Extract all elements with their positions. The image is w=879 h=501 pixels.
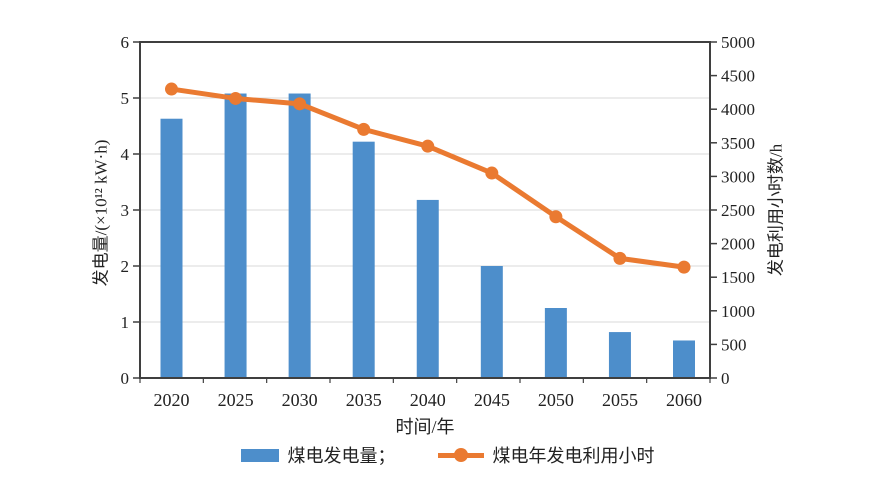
bar-2045: [480, 266, 503, 378]
right-axis-tick-label: 1500: [721, 268, 755, 287]
x-axis-tick-label: 2030: [282, 390, 318, 410]
bar-2050: [544, 308, 567, 378]
x-axis-title: 时间/年: [395, 417, 455, 437]
bar-2030: [288, 93, 311, 379]
right-axis-tick-label: 3500: [721, 134, 755, 153]
legend-line-marker-icon: [453, 448, 468, 462]
legend: 煤电发电量； 煤电年发电利用小时: [0, 442, 879, 468]
marker-2040: [421, 139, 435, 153]
bar-2060: [673, 340, 695, 378]
legend-line-label: 煤电年发电利用小时: [492, 446, 655, 466]
left-axis-tick-label: 6: [121, 33, 130, 52]
left-axis-tick-label: 3: [121, 201, 130, 220]
bar-2055: [608, 332, 631, 378]
x-axis-tick-label: 2035: [346, 390, 382, 410]
right-axis-tick-label: 2000: [721, 235, 755, 254]
bar-2035: [352, 141, 375, 378]
legend-bar-label: 煤电发电量；: [287, 446, 396, 466]
bar-2025: [224, 93, 247, 379]
right-axis-tick-label: 2500: [721, 201, 755, 220]
legend-line-swatch-icon: [437, 448, 484, 462]
marker-2050: [549, 210, 563, 224]
right-axis-tick-label: 0: [721, 369, 730, 388]
left-axis-title: 发电量/(×10¹² kW·h): [91, 139, 111, 287]
right-axis-tick-label: 3000: [721, 167, 755, 186]
right-axis-tick-label: 5000: [721, 33, 755, 52]
marker-2035: [357, 122, 371, 136]
right-axis-tick-label: 1000: [721, 302, 755, 321]
marker-2045: [485, 166, 499, 180]
x-axis-tick-label: 2025: [218, 390, 254, 410]
marker-2055: [613, 251, 627, 265]
left-axis-tick-label: 0: [121, 369, 130, 388]
x-axis-tick-label: 2050: [538, 390, 574, 410]
bar-2040: [416, 199, 439, 378]
left-axis-tick-label: 2: [121, 257, 130, 276]
x-axis-tick-label: 2040: [410, 390, 446, 410]
marker-2060: [677, 260, 691, 274]
x-axis-tick-label: 2045: [474, 390, 510, 410]
x-axis-tick-label: 2020: [154, 390, 190, 410]
marker-2020: [165, 82, 178, 96]
left-axis-tick-label: 4: [121, 145, 130, 164]
legend-item-line: 煤电年发电利用小时: [437, 442, 655, 468]
x-axis-tick-label: 2060: [666, 390, 702, 410]
right-axis-tick-label: 4500: [721, 67, 755, 86]
left-axis-tick-label: 5: [121, 89, 130, 108]
legend-item-bar: 煤电发电量；: [240, 442, 396, 468]
marker-2030: [293, 97, 307, 111]
right-axis-tick-label: 4000: [721, 100, 755, 119]
right-axis-title: 发电利用小时数/h: [766, 143, 786, 277]
legend-bar-swatch-icon: [240, 448, 279, 462]
bar-2020: [160, 118, 183, 378]
left-axis-tick-label: 1: [121, 313, 130, 332]
right-axis-tick-label: 500: [721, 335, 747, 354]
x-axis-tick-label: 2055: [602, 390, 638, 410]
marker-2025: [229, 91, 243, 105]
